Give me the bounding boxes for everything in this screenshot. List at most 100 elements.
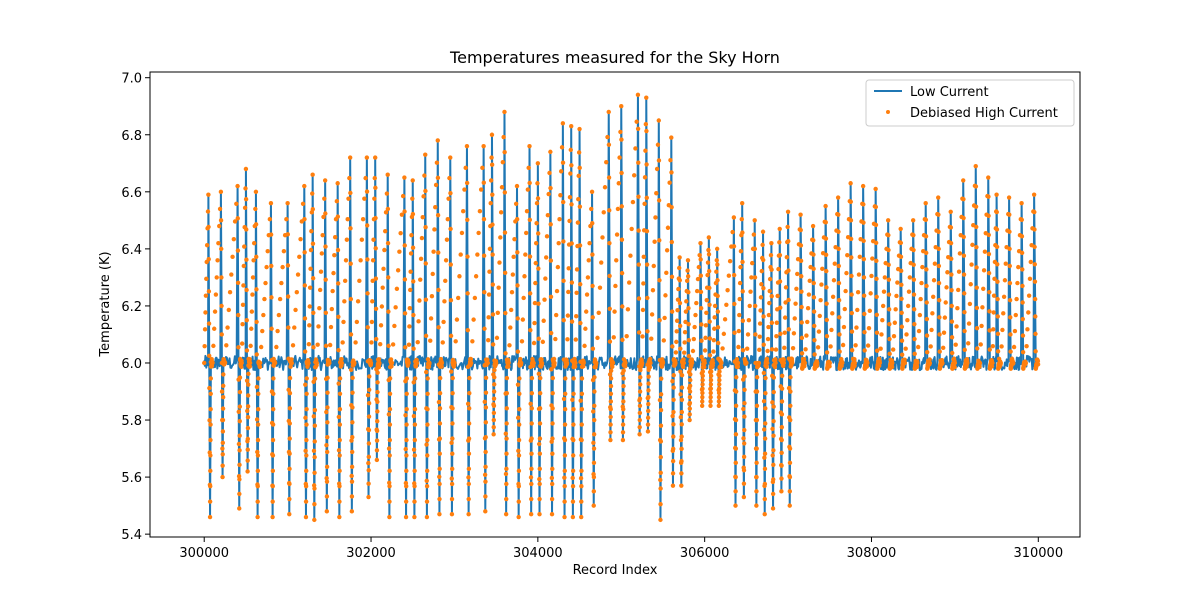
scatter-point <box>608 437 613 443</box>
scatter-point <box>628 253 633 258</box>
scatter-point <box>523 230 529 236</box>
scatter-point <box>848 199 853 204</box>
scatter-point <box>328 324 334 330</box>
scatter-point <box>911 232 916 238</box>
scatter-point <box>365 393 371 398</box>
scatter-point <box>621 383 626 389</box>
scatter-point <box>679 458 684 464</box>
scatter-point <box>535 181 540 186</box>
scatter-point <box>836 229 841 234</box>
scatter-point <box>1020 267 1025 272</box>
scatter-point <box>702 348 708 353</box>
scatter-point <box>548 185 553 191</box>
scatter-point <box>581 360 586 366</box>
scatter-point <box>787 474 793 480</box>
scatter-point <box>642 201 647 206</box>
scatter-point <box>608 430 613 435</box>
scatter-point <box>404 376 410 381</box>
scatter-point <box>994 209 999 215</box>
scatter-point <box>1001 294 1007 299</box>
scatter-point <box>828 344 833 349</box>
scatter-point <box>410 211 416 217</box>
scatter-point <box>571 376 576 381</box>
scatter-point <box>304 468 309 474</box>
scatter-point <box>264 264 269 270</box>
scatter-point <box>788 375 793 380</box>
scatter-point <box>852 360 857 366</box>
scatter-point <box>969 262 974 267</box>
scatter-point <box>862 329 867 335</box>
scatter-point <box>287 391 293 396</box>
scatter-point <box>974 305 980 311</box>
scatter-point <box>708 386 714 391</box>
scatter-point <box>286 325 291 330</box>
scatter-point <box>630 199 636 205</box>
scatter-point <box>973 204 979 209</box>
scatter-point <box>431 249 436 254</box>
scatter-point <box>504 391 510 396</box>
scatter-point <box>436 399 442 405</box>
scatter-point <box>740 318 746 323</box>
scatter-point <box>387 484 392 489</box>
scatter-point <box>899 296 904 301</box>
scatter-point <box>591 446 597 451</box>
scatter-point <box>490 222 495 227</box>
scatter-point <box>835 195 841 200</box>
scatter-point <box>637 403 643 408</box>
scatter-point <box>245 408 250 414</box>
scatter-point <box>621 368 626 373</box>
scatter-point <box>546 191 551 197</box>
scatter-point <box>515 415 521 420</box>
scatter-point <box>411 413 417 419</box>
scatter-point <box>320 232 325 238</box>
scatter-point <box>949 303 954 309</box>
scatter-point <box>340 340 345 345</box>
scatter-point <box>607 306 612 311</box>
scatter-point <box>516 453 522 458</box>
scatter-point <box>577 126 582 132</box>
scatter-point <box>861 293 867 298</box>
scatter-point <box>608 399 614 404</box>
scatter-point <box>783 300 788 305</box>
scatter-point <box>390 342 396 347</box>
scatter-point <box>924 250 929 256</box>
scatter-point <box>500 159 506 165</box>
scatter-point <box>387 407 393 412</box>
scatter-point <box>393 305 398 310</box>
scatter-point <box>279 280 284 286</box>
scatter-point <box>577 243 583 248</box>
scatter-point <box>717 382 722 387</box>
scatter-point <box>323 244 328 249</box>
scatter-point <box>554 288 560 294</box>
scatter-point <box>206 224 211 230</box>
scatter-point <box>490 342 496 347</box>
scatter-point <box>254 352 259 357</box>
scatter-point <box>961 272 967 277</box>
scatter-point <box>490 192 495 197</box>
plot-frame <box>149 71 1081 538</box>
scatter-point <box>404 468 409 474</box>
scatter-point <box>562 484 567 489</box>
scatter-point <box>786 385 792 391</box>
scatter-point <box>560 160 566 165</box>
scatter-point <box>550 451 555 456</box>
scatter-point <box>1025 327 1030 332</box>
scatter-point <box>245 469 250 474</box>
scatter-point <box>315 342 320 347</box>
scatter-point <box>562 475 567 480</box>
scatter-point <box>636 296 642 301</box>
scatter-point <box>823 203 828 209</box>
scatter-point <box>294 290 299 295</box>
scatter-point <box>230 254 235 260</box>
scatter-point <box>644 95 649 100</box>
scatter-point <box>731 244 737 249</box>
scatter-point <box>852 356 857 362</box>
scatter-point <box>804 333 809 338</box>
scatter-point <box>732 301 737 307</box>
scatter-point <box>788 403 793 408</box>
scatter-point <box>991 327 996 332</box>
scatter-point <box>614 258 619 263</box>
scatter-point <box>243 166 249 172</box>
scatter-point <box>377 360 382 366</box>
scatter-point <box>459 230 465 236</box>
